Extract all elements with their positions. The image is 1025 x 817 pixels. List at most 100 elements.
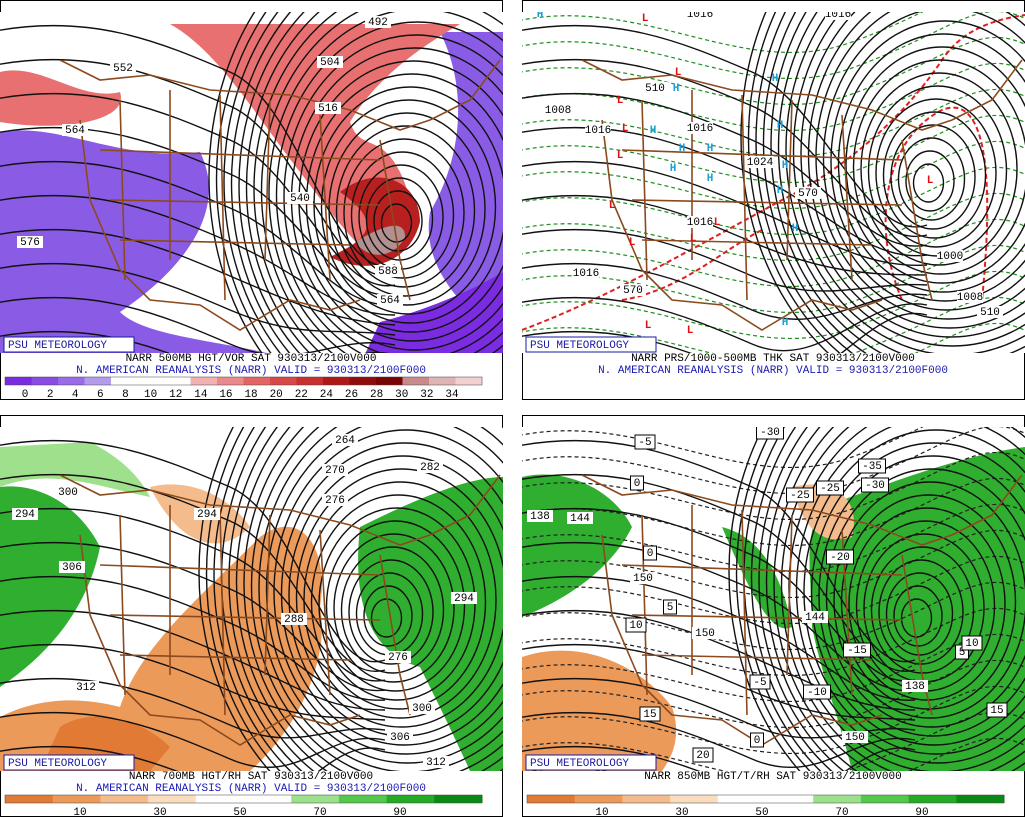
label-box — [843, 642, 871, 658]
contour-label: 276 — [325, 495, 345, 507]
height-contour — [522, 58, 928, 238]
label-box — [634, 434, 656, 450]
panel: 1016 1008 1016 1016 1016 1016 1024 1000 1008 510 5… — [522, 0, 1025, 400]
label-bg — [687, 12, 713, 20]
height-contour — [765, 427, 858, 771]
colorbar-segment — [137, 377, 165, 385]
dashed-contour — [522, 88, 1025, 157]
boundary — [621, 149, 903, 161]
label-box — [643, 545, 657, 561]
label-bg — [417, 461, 443, 473]
height-contour — [228, 427, 315, 771]
dashed-contour — [522, 36, 1025, 105]
boundary — [741, 94, 748, 301]
label-bg — [377, 294, 403, 306]
label-bg — [409, 702, 435, 714]
label-bg — [630, 572, 656, 584]
label-bg — [802, 611, 828, 623]
height-contour — [522, 643, 916, 721]
boundary — [641, 239, 873, 246]
label-box — [750, 732, 764, 748]
colorbar-segment — [148, 795, 197, 803]
colorbar-segment — [574, 795, 623, 803]
height-contour — [800, 12, 1025, 338]
colorbar-segment — [164, 377, 191, 385]
height-contour — [785, 12, 1025, 353]
height-contour — [205, 427, 281, 771]
colorbar-frame — [526, 794, 1005, 804]
dashed-contour — [522, 451, 1025, 520]
badge: PSU METEOROLOGY — [530, 758, 629, 770]
colorbar-label: 0 — [22, 389, 29, 401]
height-contour — [822, 12, 1025, 311]
boundary — [59, 59, 431, 131]
label-box — [692, 747, 714, 763]
colorbar-label: 50 — [755, 807, 768, 817]
colorbar-segment — [195, 795, 244, 803]
colorbar-label: 12 — [169, 389, 182, 401]
label-bg — [55, 486, 81, 498]
colorbar-label: 16 — [219, 389, 232, 401]
label-bg — [332, 434, 358, 446]
boundary — [741, 509, 748, 716]
boundary — [621, 564, 903, 576]
height-contour — [0, 330, 388, 353]
colorbar-label: 8 — [122, 389, 129, 401]
boundary — [319, 114, 331, 281]
height-contour — [0, 711, 386, 769]
height-contour — [830, 20, 1025, 302]
boundaries — [59, 474, 501, 746]
panel: 492 504 516 552 564 576 588 564 540 PSU METEOROLO… — [0, 0, 503, 401]
colorbar-segment — [376, 377, 403, 385]
label-bg — [567, 512, 593, 524]
contour-label: 570 — [798, 188, 818, 200]
dashed-contour — [522, 581, 1025, 650]
contour-label: 1016 — [585, 125, 611, 137]
height-contour — [735, 427, 811, 771]
height-contour — [370, 598, 403, 638]
height-contour — [912, 163, 945, 203]
caption: N. AMERICAN REANALYSIS (NARR) VALID = 93… — [598, 365, 948, 377]
dashed-contour — [522, 607, 1025, 676]
contour-label: 294 — [15, 509, 35, 521]
boundary — [109, 199, 381, 206]
height-contour — [283, 34, 503, 353]
boundary — [631, 614, 903, 621]
label-bg — [687, 216, 713, 228]
height-contour — [762, 12, 867, 353]
label-bg — [62, 124, 88, 136]
label-box — [803, 684, 831, 700]
map: 1016 1008 1016 1016 1016 1016 1024 1000 1008 510 5… — [522, 12, 1025, 353]
height-contour — [810, 442, 1025, 746]
height-contour — [522, 439, 916, 663]
height-contour — [340, 546, 445, 674]
colorbar-label: 90 — [915, 807, 928, 817]
shaded-region — [522, 650, 677, 771]
height-contour — [0, 296, 396, 353]
colorbar-label: 24 — [320, 389, 334, 401]
colorbar-segment — [296, 377, 324, 385]
caption: NARR 500MB HGT/VOR SAT 930313/2100V000 — [126, 353, 377, 365]
boundary — [951, 59, 1023, 121]
height-contour — [905, 150, 955, 212]
contour-label: 1024 — [747, 157, 774, 169]
colorbar-label: 34 — [445, 389, 459, 401]
boundaries — [581, 59, 1023, 331]
height-contour — [875, 98, 997, 248]
height-contour — [0, 24, 396, 268]
boundary — [264, 99, 271, 261]
height-contour — [0, 575, 386, 701]
isotherm-label: 5 — [959, 647, 966, 659]
height-contour — [223, 12, 281, 353]
height-contour — [215, 12, 272, 353]
badge: PSU METEOROLOGY — [8, 758, 107, 770]
label-box — [961, 635, 983, 651]
label-box — [986, 702, 1008, 718]
contour-label: 510 — [645, 83, 665, 95]
height-contour — [890, 124, 976, 230]
colorbar-label: 70 — [313, 807, 326, 817]
badge-box — [525, 336, 657, 353]
low-center: L — [642, 13, 649, 25]
boundary — [99, 564, 381, 576]
label-box — [858, 458, 886, 474]
